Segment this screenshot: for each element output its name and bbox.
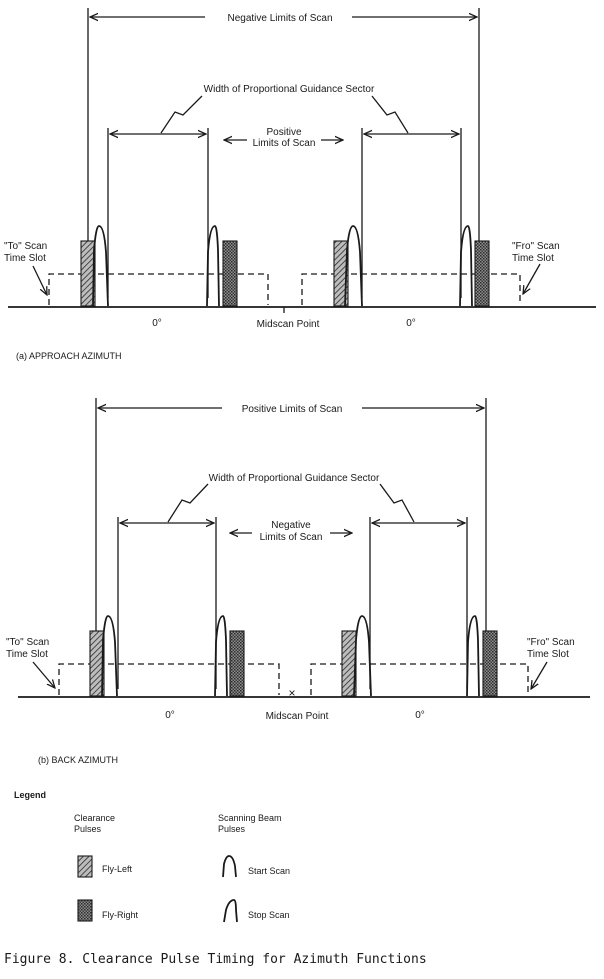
start-scan-symbol	[222, 855, 237, 878]
figure-caption: Figure 8. Clearance Pulse Timing for Azi…	[4, 952, 427, 967]
clearance-header-1: Clearance	[74, 813, 115, 823]
panel-b-title: (b) BACK AZIMUTH	[38, 755, 118, 765]
start-scan-pulse	[101, 615, 118, 697]
inner-limits-label-1: Positive	[266, 127, 301, 138]
fly-right-label: Fly-Right	[102, 910, 139, 920]
legend: Legend Clearance Pulses Scanning Beam Pu…	[14, 790, 290, 923]
inner-limits-label-2: Limits of Scan	[253, 138, 316, 149]
fly-left-pulse	[80, 240, 96, 307]
legend-title: Legend	[14, 790, 46, 800]
midscan-marker: ×	[288, 686, 295, 700]
zero-degree-right: 0°	[415, 710, 425, 721]
to-slot-label-2: Time Slot	[6, 649, 48, 660]
fly-right-pulse	[482, 630, 498, 697]
fro-slot-label-2: Time Slot	[527, 649, 569, 660]
zero-degree-right: 0°	[406, 318, 416, 329]
stop-scan-pulse	[466, 615, 480, 697]
fly-left-label: Fly-Left	[102, 864, 133, 874]
scanning-header-2: Pulses	[218, 824, 246, 834]
stop-scan-pulse	[214, 615, 228, 697]
stop-scan-pulse	[459, 225, 473, 307]
sector-label: Width of Proportional Guidance Sector	[204, 84, 375, 95]
fro-slot-label-1: "Fro" Scan	[527, 637, 575, 648]
start-scan-pulse	[353, 615, 372, 697]
midscan-label: Midscan Point	[266, 711, 329, 722]
stop-scan-symbol	[223, 899, 238, 923]
panel-a-title: (a) APPROACH AZIMUTH	[16, 351, 122, 361]
fro-slot-label-1: "Fro" Scan	[512, 241, 560, 252]
zero-degree-left: 0°	[152, 318, 162, 329]
start-scan-label: Start Scan	[248, 866, 290, 876]
fly-right-pulse	[474, 240, 490, 307]
outer-limits-label: Positive Limits of Scan	[242, 404, 343, 415]
start-scan-pulse	[92, 225, 109, 307]
midscan-label: Midscan Point	[257, 319, 320, 330]
scanning-header-1: Scanning Beam	[218, 813, 282, 823]
panel-back-azimuth: Positive Limits of Scan Width of Proport…	[6, 398, 590, 765]
clearance-header-2: Pulses	[74, 824, 102, 834]
to-slot-label-1: "To" Scan	[4, 241, 47, 252]
inner-limits-label-1: Negative	[271, 520, 311, 531]
inner-limits-label-2: Limits of Scan	[260, 532, 323, 543]
fly-right-pulse	[229, 630, 245, 697]
panel-approach-azimuth: Negative Limits of Scan Width of Proport…	[4, 8, 596, 361]
fly-right-pulse	[222, 240, 238, 307]
zero-degree-left: 0°	[165, 710, 175, 721]
stop-scan-pulse	[206, 225, 220, 307]
start-scan-pulse	[344, 225, 363, 307]
sector-label: Width of Proportional Guidance Sector	[209, 473, 380, 484]
to-slot-label-1: "To" Scan	[6, 637, 49, 648]
stop-scan-label: Stop Scan	[248, 910, 290, 920]
fly-right-swatch	[77, 899, 93, 922]
fly-left-swatch	[77, 855, 93, 878]
to-slot-label-2: Time Slot	[4, 253, 46, 264]
fly-left-pulse	[333, 240, 349, 307]
fro-slot-label-2: Time Slot	[512, 253, 554, 264]
fly-left-pulse	[89, 630, 105, 697]
outer-limits-label: Negative Limits of Scan	[227, 13, 332, 24]
